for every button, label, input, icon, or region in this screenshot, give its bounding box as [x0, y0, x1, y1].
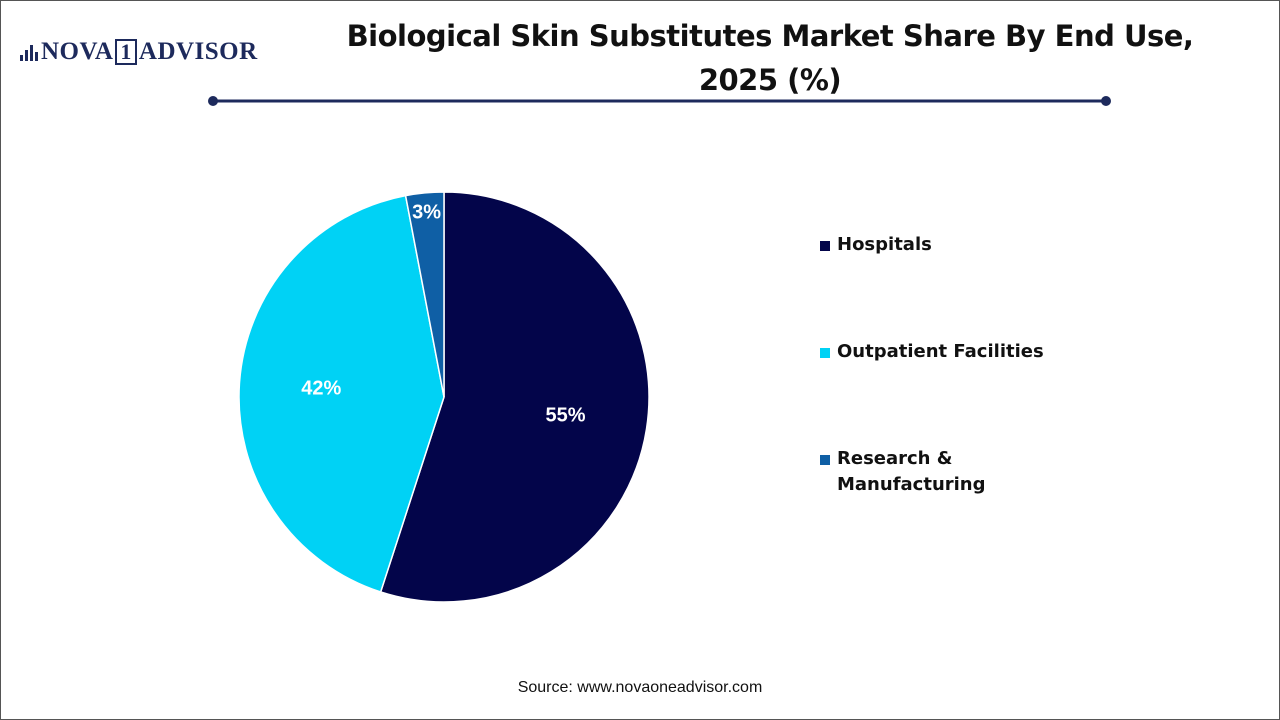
legend-swatch	[820, 348, 830, 358]
pie-slice	[404, 191, 445, 398]
logo: NOVA 1 ADVISOR	[20, 38, 258, 66]
legend-item: Outpatient Facilities	[820, 339, 1080, 365]
legend-item: Hospitals	[820, 232, 1080, 258]
logo-text: NOVA	[41, 38, 114, 65]
pie-slice	[379, 191, 650, 603]
rule-dot	[1101, 96, 1111, 106]
data-label: 55%	[545, 405, 585, 427]
legend-label: Outpatient Facilities	[837, 341, 1044, 362]
legend-label: Hospitals	[837, 234, 932, 255]
legend-swatch	[820, 455, 830, 465]
logo-text: ADVISOR	[138, 38, 258, 65]
data-label: 42%	[301, 378, 341, 400]
data-label: 3%	[412, 202, 441, 224]
legend: Hospitals Outpatient Facilities Research &…	[820, 232, 1080, 579]
legend-swatch	[820, 241, 830, 251]
logo-icon	[20, 43, 38, 61]
pie-slice	[238, 194, 445, 593]
rule-dot	[208, 96, 218, 106]
legend-item: Research & Manufacturing	[820, 446, 1080, 498]
logo-mark: 1	[115, 39, 137, 65]
chart-title: Biological Skin Substitutes Market Share…	[346, 19, 1194, 97]
legend-label: Research & Manufacturing	[837, 448, 986, 495]
source: Source: www.novaoneadvisor.com	[517, 679, 763, 696]
